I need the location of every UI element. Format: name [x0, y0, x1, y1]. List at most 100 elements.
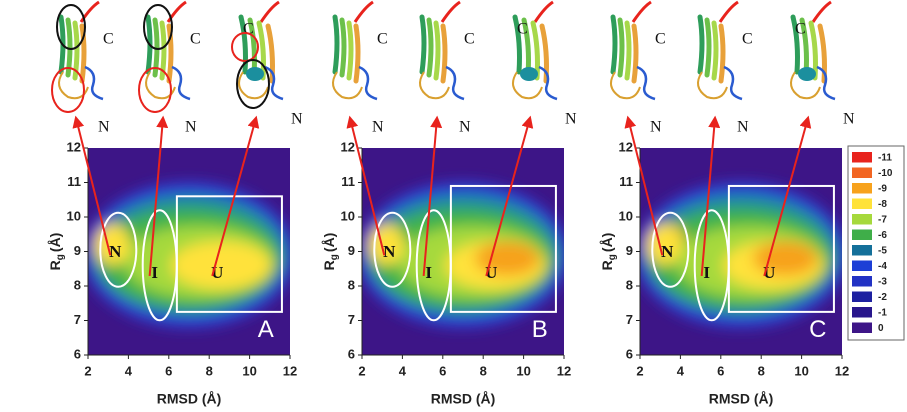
protein-strand	[617, 17, 625, 78]
energy-region	[753, 241, 818, 276]
energy-region	[368, 223, 405, 266]
y-label-main: R	[321, 260, 337, 270]
structure	[697, 0, 743, 101]
terminus-label: C	[464, 31, 475, 48]
protein-tail	[358, 65, 378, 101]
protein-strand	[353, 23, 361, 84]
pointer-arrow	[148, 115, 169, 277]
y-label-main: R	[599, 260, 615, 270]
structure	[58, 0, 104, 101]
highlight	[231, 32, 259, 62]
y-label-sub: g	[329, 254, 340, 260]
terminus-label: C	[517, 21, 528, 38]
protein-loop	[697, 71, 728, 100]
protein-helix	[520, 67, 538, 81]
colorbar-swatch	[852, 183, 872, 194]
x-axis-label: RMSD (Å)	[709, 391, 774, 407]
x-tick-label: 2	[636, 363, 643, 378]
protein-strand	[790, 14, 800, 75]
pointer-arrow	[624, 115, 664, 256]
y-tick-label: 7	[626, 312, 633, 327]
protein-strand	[718, 23, 726, 84]
landscape	[362, 182, 564, 328]
y-axis-label: Rg (Å)	[47, 233, 66, 271]
protein-coil	[259, 0, 280, 23]
terminus-label: N	[459, 119, 471, 136]
x-tick-label: 2	[358, 363, 365, 378]
terminus-label: C	[103, 31, 114, 48]
structure	[332, 0, 378, 101]
structure	[238, 0, 284, 101]
protein-strand	[433, 20, 441, 81]
protein-strand	[512, 14, 522, 75]
protein-strand	[58, 14, 66, 75]
protein-tail	[84, 65, 104, 101]
terminus-label: C	[243, 21, 254, 38]
highlight	[236, 59, 270, 109]
protein-strand	[419, 14, 427, 75]
protein-loop	[512, 71, 543, 100]
structure	[512, 0, 558, 101]
y-tick-label: 6	[74, 346, 81, 361]
x-axis-label: RMSD (Å)	[431, 391, 496, 407]
colorbar-label: -8	[878, 199, 887, 210]
native-region	[373, 211, 412, 288]
pointer-arrow	[211, 115, 260, 277]
highlight	[56, 4, 86, 50]
panel-label: B	[532, 316, 548, 343]
structure	[145, 0, 191, 101]
x-tick-label: 2	[84, 363, 91, 378]
x-tick-label: 8	[206, 363, 213, 378]
colorbar-label: -2	[878, 292, 887, 303]
y-tick-label: 12	[341, 139, 355, 154]
terminus-label: N	[372, 119, 384, 136]
unfolded-region	[727, 184, 835, 313]
unfolded-region	[175, 195, 283, 313]
y-label-unit: (Å)	[321, 233, 337, 252]
y-tick-label: 8	[626, 277, 633, 292]
energy-region	[170, 241, 272, 290]
protein-strand	[346, 20, 354, 81]
x-tick-label: 10	[242, 363, 256, 378]
colorbar-label: 0	[878, 323, 884, 334]
state-label: N	[383, 242, 396, 261]
terminus-label: C	[655, 31, 666, 48]
structure	[419, 0, 465, 101]
y-tick-label: 6	[626, 346, 633, 361]
y-axis-label: Rg (Å)	[321, 233, 340, 271]
colorbar-swatch	[852, 214, 872, 225]
terminus-label: C	[742, 31, 753, 48]
protein-strand	[631, 23, 639, 84]
y-tick-label: 8	[74, 277, 81, 292]
protein-strand	[166, 23, 174, 84]
pointer-arrow	[763, 115, 812, 277]
x-tick-label: 6	[717, 363, 724, 378]
protein-tail	[538, 65, 558, 101]
x-tick-label: 4	[125, 363, 133, 378]
colorbar-swatch	[852, 260, 872, 271]
state-label: N	[109, 242, 122, 261]
protein-loop	[790, 71, 821, 100]
protein-tail	[816, 65, 836, 101]
terminus-label: N	[843, 111, 855, 128]
protein-tail	[171, 65, 191, 101]
unfolded-region	[449, 184, 557, 313]
protein-tail	[636, 65, 656, 101]
colorbar-label: -6	[878, 230, 887, 241]
native-region	[651, 211, 690, 288]
pointer-arrow	[346, 115, 386, 256]
colorbar-swatch	[852, 276, 872, 287]
y-tick-label: 11	[341, 174, 355, 189]
protein-helix	[246, 67, 264, 81]
protein-strand	[704, 17, 712, 78]
protein-tail	[445, 65, 465, 101]
protein-strand	[440, 23, 448, 84]
y-label-sub: g	[607, 254, 618, 260]
terminus-label: N	[98, 119, 110, 136]
protein-strand	[624, 20, 632, 81]
protein-coil	[79, 0, 100, 23]
protein-strand	[238, 14, 248, 75]
pointer-arrow	[485, 115, 534, 277]
colorbar-swatch	[852, 307, 872, 318]
state-label: I	[151, 263, 158, 282]
